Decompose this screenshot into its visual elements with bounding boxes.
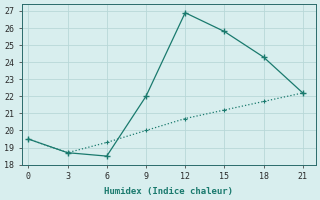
X-axis label: Humidex (Indice chaleur): Humidex (Indice chaleur) (104, 187, 233, 196)
